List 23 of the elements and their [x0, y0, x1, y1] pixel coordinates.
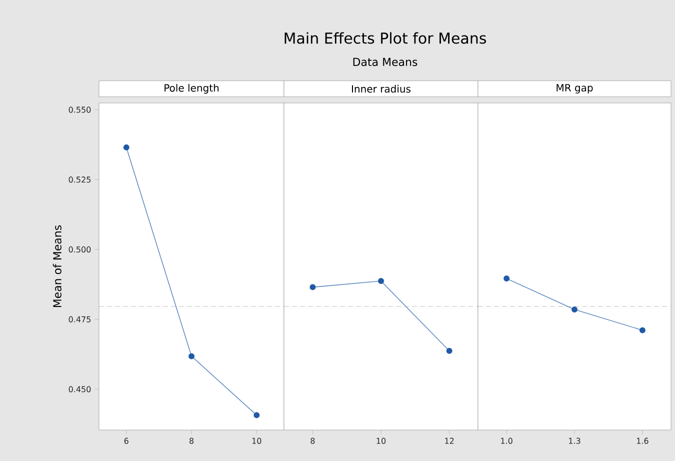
point	[123, 144, 130, 150]
x-tick-label: 1.6	[636, 438, 648, 444]
chart-title: Inner radius	[352, 84, 411, 93]
y-axis-title: Mean of Means	[52, 225, 62, 308]
y-tick-label: 0.550	[68, 106, 91, 113]
x-tick-label: 8	[310, 438, 315, 444]
text: Main Effects Plot for Means	[284, 32, 486, 44]
x-tick-label: 1.3	[569, 438, 580, 444]
x-tick-label: 1.0	[501, 438, 512, 444]
x-tick-label: 12	[445, 438, 454, 444]
point	[254, 412, 260, 418]
y-tick-label: 0.500	[68, 246, 91, 252]
x-tick-label: 10	[376, 438, 386, 444]
y-tick-label: 0.475	[68, 316, 90, 322]
point	[188, 353, 195, 360]
x-tick-label: 10	[252, 438, 262, 444]
x-tick-label: 6	[124, 438, 128, 444]
chart-title: MR gap	[556, 84, 593, 94]
y-tick-label: 0.525	[68, 176, 90, 183]
text: Data Means	[353, 58, 418, 66]
y-tick-label: 0.450	[68, 386, 91, 392]
chart-title: Pole length	[164, 84, 219, 94]
x-tick-label: 8	[190, 438, 194, 444]
